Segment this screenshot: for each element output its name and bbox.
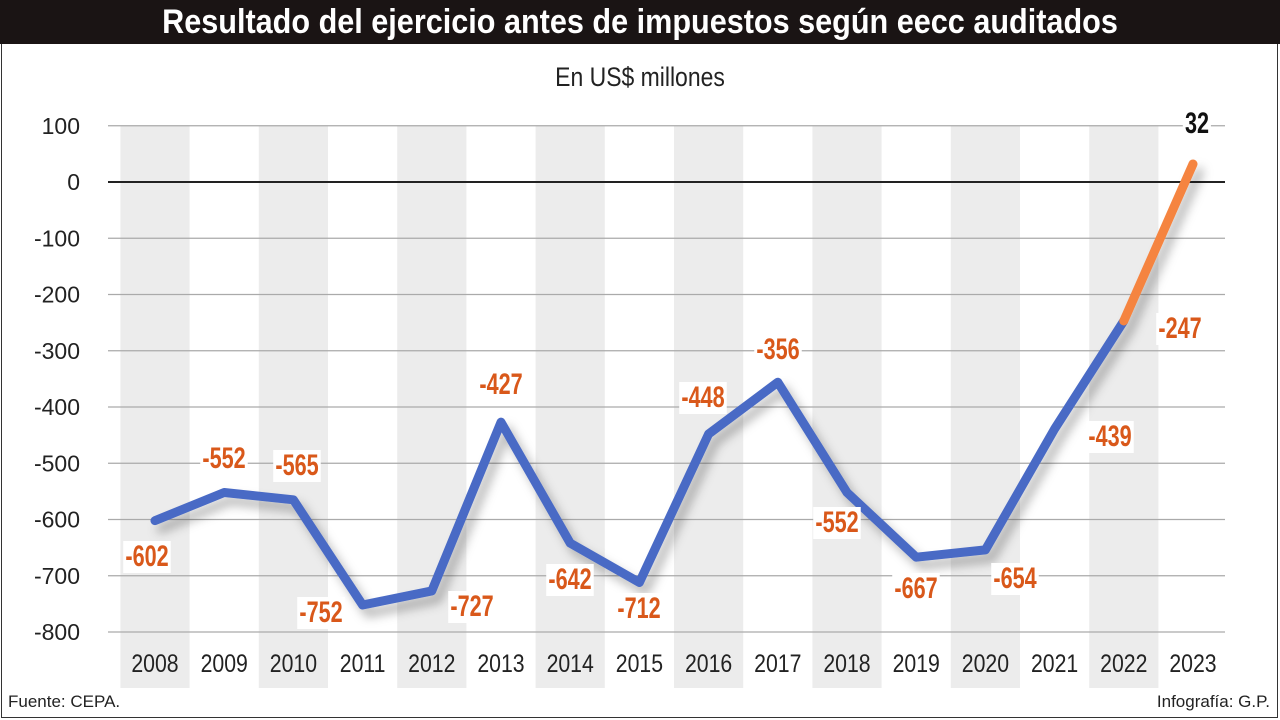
- y-tick-label: -700: [34, 563, 80, 589]
- x-tick-label: 2020: [962, 649, 1009, 677]
- data-label: -654: [991, 562, 1040, 595]
- data-label: -439: [1085, 420, 1134, 453]
- chart-subtitle: En US$ millones: [555, 62, 725, 92]
- y-tick-label: 0: [67, 169, 80, 195]
- y-tick-label: -100: [34, 225, 80, 251]
- x-tick-label: 2023: [1169, 649, 1216, 677]
- x-tick-label: 2010: [270, 649, 317, 677]
- x-tick-label: 2019: [893, 649, 940, 677]
- series-line: [150, 316, 1129, 610]
- data-label: -667: [892, 573, 940, 606]
- data-label: -427: [477, 369, 525, 402]
- data-label: -727: [448, 590, 496, 623]
- title-bar: Resultado del ejercicio antes de impuest…: [0, 0, 1280, 44]
- x-tick-label: 2015: [616, 649, 663, 677]
- x-tick-label: 2017: [754, 649, 801, 677]
- x-tick-label: 2022: [1100, 649, 1147, 677]
- x-tick-label: 2018: [823, 649, 870, 677]
- series-line-highlight: [1119, 159, 1198, 326]
- data-label: -356: [754, 334, 802, 367]
- data-label: -247: [1156, 312, 1204, 345]
- data-label: -552: [200, 442, 248, 475]
- source-note: Fuente: CEPA.: [8, 692, 121, 711]
- y-tick-label: -200: [34, 282, 80, 308]
- y-tick-label: -400: [34, 394, 80, 420]
- y-tick-label: -600: [34, 507, 80, 533]
- x-tick-label: 2016: [685, 649, 732, 677]
- data-label: -565: [273, 449, 322, 482]
- x-tick-label: 2011: [340, 649, 386, 677]
- y-tick-label: -300: [34, 338, 80, 364]
- x-tick-label: 2012: [408, 649, 455, 677]
- y-tick-label: 100: [42, 113, 80, 139]
- data-label: 32: [1182, 108, 1212, 140]
- data-label: -752: [296, 597, 345, 629]
- x-tick-label: 2008: [131, 649, 178, 677]
- chart-frame: [1, 44, 1278, 718]
- data-label: -712: [615, 592, 664, 625]
- x-tick-label: 2014: [547, 649, 594, 677]
- data-label: -602: [123, 540, 171, 573]
- x-tick-label: 2021: [1031, 649, 1078, 677]
- x-tick-label: 2013: [477, 649, 524, 677]
- data-label: -642: [546, 564, 594, 597]
- x-tick-label: 2009: [201, 649, 248, 677]
- chart-title: Resultado del ejercicio antes de impuest…: [162, 3, 1118, 41]
- y-tick-label: -800: [34, 619, 80, 645]
- data-label: -552: [813, 506, 861, 539]
- y-tick-label: -500: [34, 450, 80, 476]
- credit-note: Infografía: G.P.: [1156, 692, 1270, 711]
- data-label: -448: [678, 382, 727, 414]
